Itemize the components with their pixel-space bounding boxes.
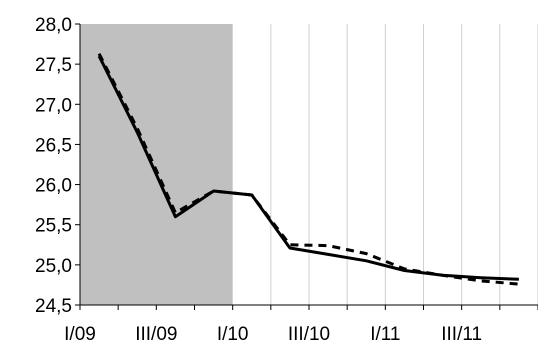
x-tick-label: III/09: [135, 324, 177, 345]
x-tick-label: I/11: [370, 324, 400, 345]
y-tick-label: 25,0: [35, 256, 72, 277]
y-tick-label: 28,0: [35, 15, 72, 36]
y-tick-label: 25,5: [35, 216, 72, 237]
gridline-layer: [270, 24, 538, 305]
x-tick-label: III/11: [441, 324, 482, 345]
y-tick-label: 26,5: [35, 135, 72, 156]
tick-label-layer: 24,5 25,0 25,5 26,0 26,5 27,0 27,5 28,0 I/09 III/…: [35, 15, 482, 345]
y-tick-label: 27,0: [35, 95, 72, 116]
x-tick-label: III/10: [288, 324, 330, 345]
dashed-series-line: [97, 53, 520, 286]
y-tick-label: 26,0: [35, 176, 72, 197]
x-tick-label: I/09: [64, 324, 96, 345]
x-tick-label: I/10: [217, 324, 249, 345]
axis-layer: [75, 23, 538, 310]
y-tick-label: 24,5: [35, 296, 72, 317]
y-tick-label: 27,5: [35, 55, 72, 76]
series-layer: [97, 53, 520, 286]
solid-series-line: [97, 55, 519, 281]
